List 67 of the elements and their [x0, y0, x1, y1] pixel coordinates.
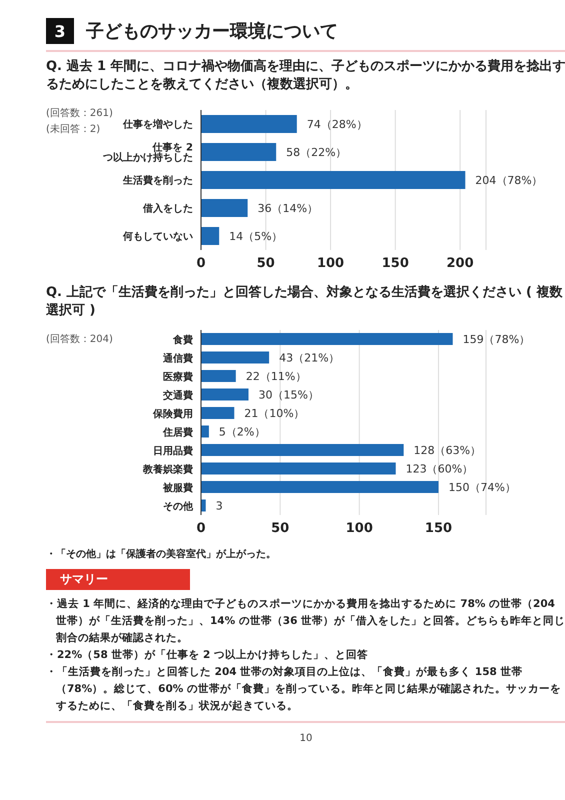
data-label: 204（78%） [475, 174, 543, 187]
text: ・22%（58 世帯）が「仕事を 2 つ以上かけ持ちした」、と回答 [46, 648, 370, 663]
y-tick-label: 交通費 [162, 389, 193, 402]
data-label: 58（22%） [286, 146, 347, 159]
data-label: 22（11%） [246, 370, 306, 383]
bar [201, 333, 453, 345]
bar [201, 370, 236, 382]
data-label: 21（10%） [244, 406, 305, 420]
data-label: 30（15%） [258, 388, 319, 402]
bar [201, 407, 234, 419]
y-tick-label: 仕事を 2 つ以上かけ持ちした [102, 142, 194, 164]
bar [201, 199, 248, 217]
data-label: 5（2%） [218, 425, 266, 438]
y-tick-label: 仕事を増やした [122, 118, 193, 131]
text: 10 [298, 733, 314, 744]
data-label: 123（60%） [406, 462, 474, 476]
x-tick-label: 0 [196, 521, 206, 536]
y-tick-label: 住居費 [162, 426, 193, 438]
text: 子どものサッカー環境について [86, 20, 338, 43]
bar [201, 143, 276, 161]
data-label: 128（63%） [414, 444, 482, 457]
text: ・「その他」は「保護者の美容室代」が上がった。 [46, 547, 277, 561]
bar [201, 227, 220, 245]
y-tick-label: 教養娯楽費 [142, 463, 193, 476]
data-label: 3 [216, 499, 223, 512]
data-label: 150（74%） [448, 480, 516, 494]
text: サマリー [46, 569, 190, 590]
data-label: 43（21%） [279, 351, 340, 364]
y-tick-label: 保険費用 [152, 408, 193, 420]
x-tick-label: 100 [346, 521, 373, 536]
bar [201, 444, 404, 456]
x-tick-label: 200 [446, 256, 474, 272]
x-tick-label: 150 [382, 256, 409, 272]
chart-title: Q. 過去 1 年間に、コロナ禍や物価高を理由に、子どものスポーツにかかる費用を捻出するためにしたことを教えてください（複数選択可）。 [46, 58, 565, 94]
y-tick-label: 医療費 [163, 370, 193, 383]
text: (回答数：261) [46, 107, 113, 121]
y-tick-label: 通信費 [162, 352, 193, 364]
chart-title: Q. 上記で「生活費を削った」と回答した場合、対象となる生活費を選択ください ( 複数選択可 ) [46, 284, 564, 320]
bar [201, 171, 466, 189]
x-tick-label: 150 [424, 521, 452, 536]
x-tick-label: 100 [316, 256, 344, 272]
text: ・「生活費を削った」と回答した 204 世帯の対象項目の上位は、「食費」が最も多く 158 世帯（78%）。総じて、60% の世帯が「食費」を削っている。昨年と同じ結果が確認された。サッカーをするために、「食費を削る」状況が起きている。 [46, 664, 562, 714]
bar [201, 352, 270, 364]
bar [201, 462, 396, 474]
data-label: 74（28%） [306, 118, 368, 131]
x-tick-label: 50 [256, 256, 275, 272]
y-tick-label: 食費 [172, 334, 193, 346]
text: (未回答：2) [46, 122, 102, 137]
data-label: 14（5%） [229, 230, 283, 243]
bar [201, 115, 297, 133]
y-tick-label: 被服費 [162, 482, 193, 494]
text: 3 [46, 18, 74, 44]
y-tick-label: 日用品費 [153, 444, 193, 457]
text: ・過去 1 年間に、経済的な理由で子どものスポーツにかかる費用を捻出するために 78% の世帯（204 世帯）が「生活費を削った」、14% の世帯（36 世帯）が「借入をした」と回答。どちらも昨年と同じ割合の結果が確認された。 [46, 596, 565, 646]
y-tick-label: 借入をした [142, 202, 193, 215]
bar [201, 426, 209, 438]
data-label: 36（14%） [258, 202, 318, 215]
data-label: 159（78%） [462, 332, 530, 346]
y-tick-label: 生活費を削った [122, 174, 193, 187]
bar [201, 388, 248, 400]
y-tick-label: その他 [163, 500, 194, 512]
text: (回答数：204) [46, 333, 113, 346]
x-tick-label: 50 [271, 521, 290, 536]
bar [201, 500, 206, 512]
x-tick-label: 0 [196, 256, 206, 272]
y-tick-label: 何もしていない [122, 230, 193, 243]
bar [201, 481, 438, 493]
